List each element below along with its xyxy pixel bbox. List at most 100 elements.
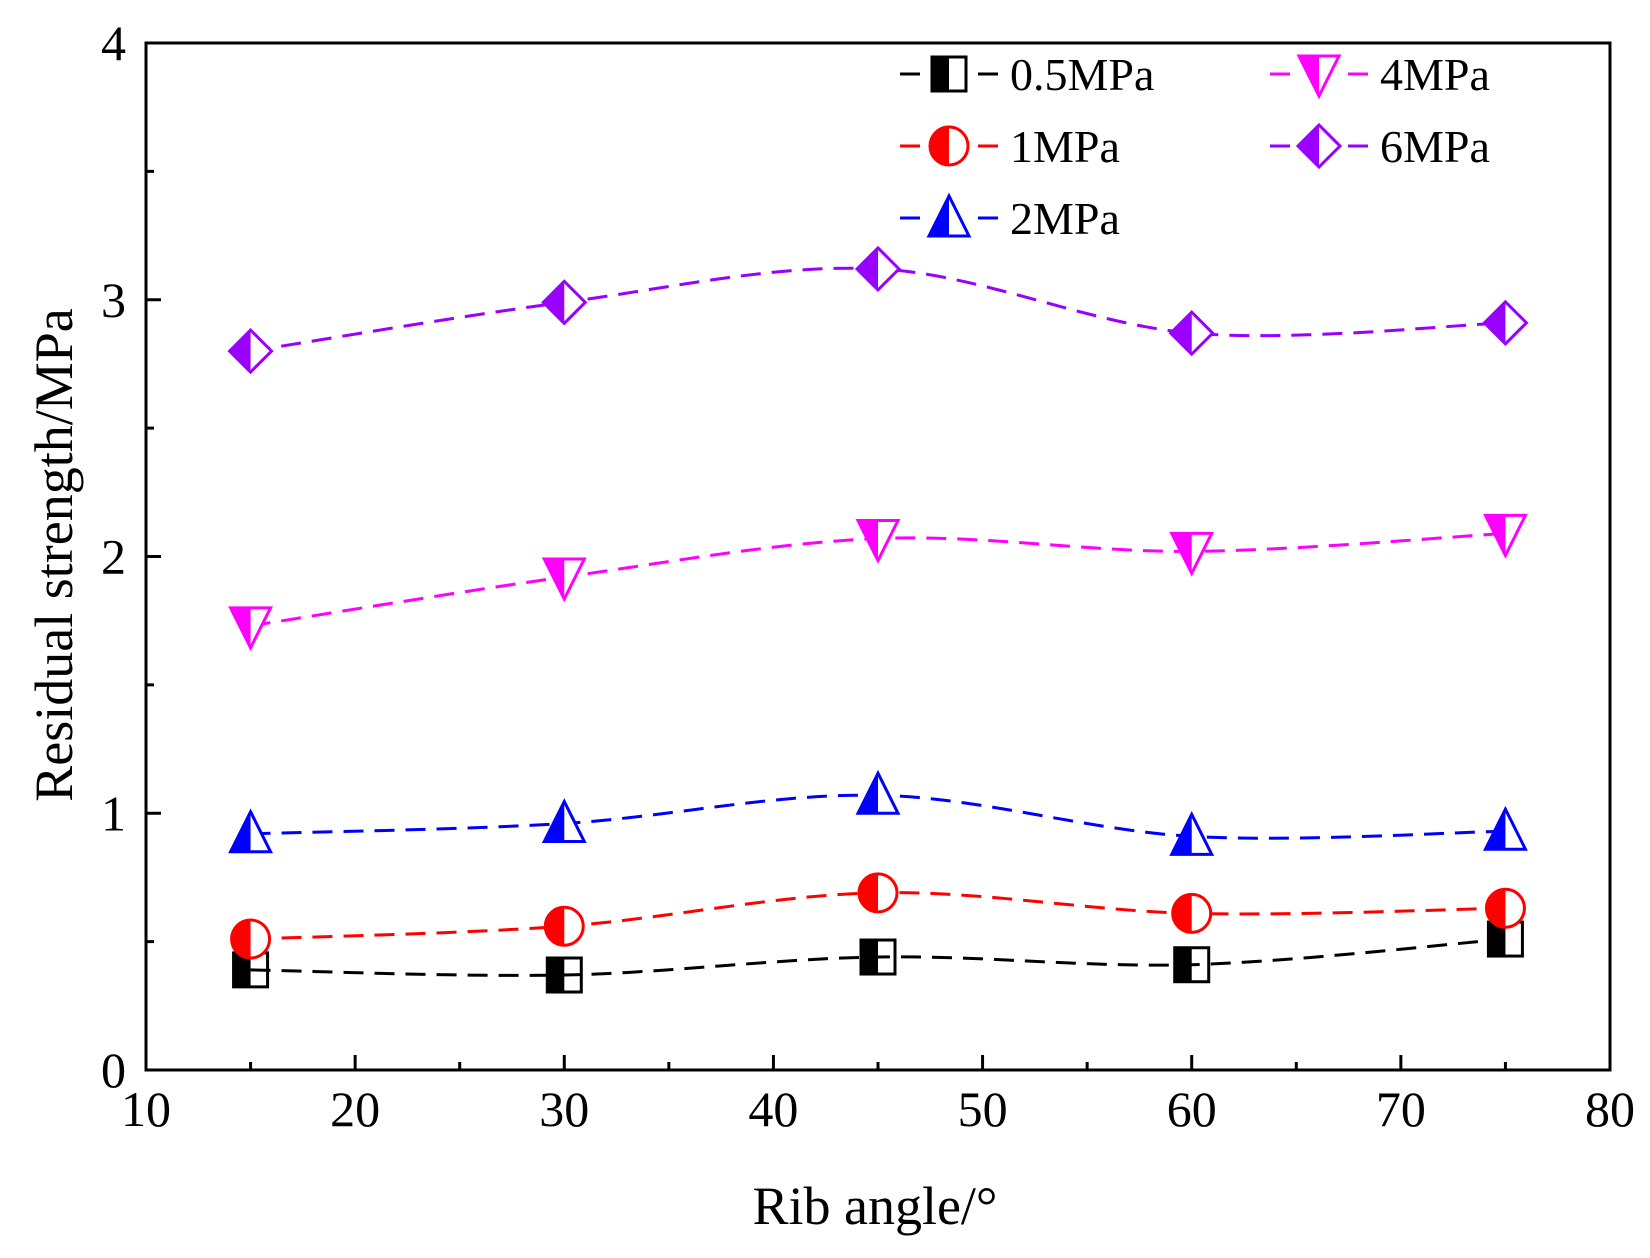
x-tick-label: 40 (748, 1081, 798, 1137)
legend-marker-4MPa (1296, 54, 1342, 100)
data-point-1MPa-15 (230, 918, 272, 960)
y-tick-label: 2 (101, 529, 126, 585)
legend-label: 6MPa (1380, 121, 1490, 172)
data-point-4MPa-45-outline (855, 519, 901, 564)
data-point-6MPa-75-fill (1484, 301, 1506, 344)
data-point-6MPa-30-fill (543, 281, 565, 324)
data-point-2MPa-60-outline (1169, 811, 1215, 856)
legend-marker-2MPa-outline (926, 192, 972, 238)
x-tick-label: 10 (121, 1081, 171, 1137)
data-point-1MPa-60-outline (1171, 892, 1213, 934)
data-point-1MPa-15-outline (230, 918, 272, 960)
data-point-1MPa-45-outline (857, 872, 899, 914)
data-point-1MPa-30-fill (545, 907, 565, 946)
data-point-6MPa-75 (1482, 299, 1529, 346)
data-point-6MPa-15-fill (229, 330, 251, 373)
data-point-1MPa-75-outline (1484, 887, 1526, 929)
legend-item-1MPa: 1MPa (900, 121, 1120, 172)
data-point-6MPa-15 (227, 327, 274, 375)
data-point-0.5MPa-30-fill (547, 958, 565, 993)
legend-marker-1MPa (928, 125, 970, 167)
legend-marker-6MPa-fill (1298, 125, 1319, 167)
data-point-4MPa-15 (228, 606, 273, 652)
legend-item-6MPa: 6MPa (1270, 121, 1490, 172)
data-point-6MPa-60-outline (1168, 310, 1215, 357)
legend-marker-6MPa (1295, 122, 1343, 170)
data-point-6MPa-45 (854, 245, 902, 293)
data-point-2MPa-60 (1169, 811, 1215, 856)
data-point-0.5MPa-30 (545, 956, 583, 994)
data-point-0.5MPa-45 (859, 938, 897, 976)
data-point-4MPa-60 (1169, 531, 1215, 577)
data-point-6MPa-45-fill (857, 247, 878, 290)
data-point-0.5MPa-60-outline (1173, 946, 1211, 984)
legend-label: 4MPa (1380, 49, 1490, 100)
data-point-1MPa-75 (1484, 887, 1526, 929)
data-point-1MPa-60 (1171, 892, 1213, 934)
data-point-4MPa-30-outline (541, 557, 587, 603)
data-point-1MPa-15-fill (231, 920, 251, 959)
legend-item-0.5MPa: 0.5MPa (900, 49, 1154, 100)
y-tick-label: 3 (101, 272, 126, 328)
data-point-1MPa-45 (857, 872, 899, 914)
y-axis-title: Residual strength/MPa (24, 308, 84, 801)
legend-marker-6MPa-outline (1295, 122, 1343, 170)
legend-marker-0.5MPa (930, 55, 968, 93)
x-tick-label: 70 (1376, 1081, 1426, 1137)
data-point-1MPa-30 (543, 905, 585, 947)
data-point-0.5MPa-45-outline (859, 938, 897, 976)
data-point-6MPa-75-outline (1482, 299, 1529, 346)
legend-item-4MPa: 4MPa (1270, 49, 1490, 100)
legend-marker-2MPa (926, 192, 972, 238)
data-point-0.5MPa-15-fill (233, 952, 251, 987)
data-point-2MPa-15-outline (228, 808, 273, 854)
data-point-6MPa-30 (541, 279, 588, 326)
y-tick-label: 0 (101, 1042, 126, 1098)
y-tick-label: 4 (101, 15, 126, 71)
data-point-2MPa-30-outline (541, 798, 587, 844)
x-tick-label: 50 (958, 1081, 1008, 1137)
legend-marker-1MPa-outline (928, 125, 970, 167)
data-point-2MPa-45-outline (855, 769, 901, 815)
data-point-4MPa-75 (1483, 513, 1528, 559)
legend-marker-0.5MPa-fill (932, 57, 949, 91)
data-point-1MPa-45-fill (859, 873, 878, 912)
legend-item-2MPa: 2MPa (900, 192, 1120, 244)
data-point-4MPa-75-outline (1483, 513, 1528, 559)
axes: 10 20 30 40 50 60 70 80 0 1 2 3 4 (101, 15, 1635, 1137)
data-point-0.5MPa-30-outline (545, 956, 583, 994)
legend-label: 1MPa (1010, 121, 1120, 172)
data-point-1MPa-75-fill (1486, 889, 1506, 928)
data-point-2MPa-30 (541, 798, 587, 844)
data-point-6MPa-60 (1168, 310, 1215, 357)
data-point-1MPa-60-fill (1172, 894, 1192, 933)
data-point-6MPa-45-outline (854, 245, 902, 293)
data-point-0.5MPa-45-fill (861, 940, 878, 975)
x-tick-label: 20 (330, 1081, 380, 1137)
data-point-2MPa-75-outline (1483, 805, 1528, 851)
data-point-4MPa-15-outline (228, 606, 273, 652)
legend: 0.5MPa 1MPa 2MPa 4MPa 6MPa (900, 49, 1490, 244)
legend-label: 0.5MPa (1010, 49, 1154, 100)
data-point-0.5MPa-60-fill (1174, 947, 1192, 982)
x-tick-label: 60 (1167, 1081, 1217, 1137)
data-point-0.5MPa-75-fill (1488, 922, 1506, 957)
x-tick-label: 30 (539, 1081, 589, 1137)
data-point-2MPa-15 (228, 808, 273, 854)
data-point-6MPa-15-outline (227, 327, 274, 375)
plot-area (227, 245, 1529, 994)
x-tick-label: 80 (1585, 1081, 1635, 1137)
legend-label: 2MPa (1010, 193, 1120, 244)
legend-marker-4MPa-outline (1296, 54, 1342, 100)
legend-marker-1MPa-fill (930, 127, 949, 165)
data-point-4MPa-30 (541, 557, 587, 603)
data-point-2MPa-45 (855, 769, 901, 815)
y-tick-label: 1 (101, 785, 126, 841)
data-point-6MPa-30-outline (541, 279, 588, 326)
legend-marker-0.5MPa-outline (930, 55, 968, 93)
x-axis-title: Rib angle/° (752, 1176, 997, 1236)
data-point-4MPa-60-outline (1169, 531, 1215, 577)
data-point-0.5MPa-60 (1173, 946, 1211, 984)
data-point-6MPa-60-fill (1170, 312, 1192, 355)
